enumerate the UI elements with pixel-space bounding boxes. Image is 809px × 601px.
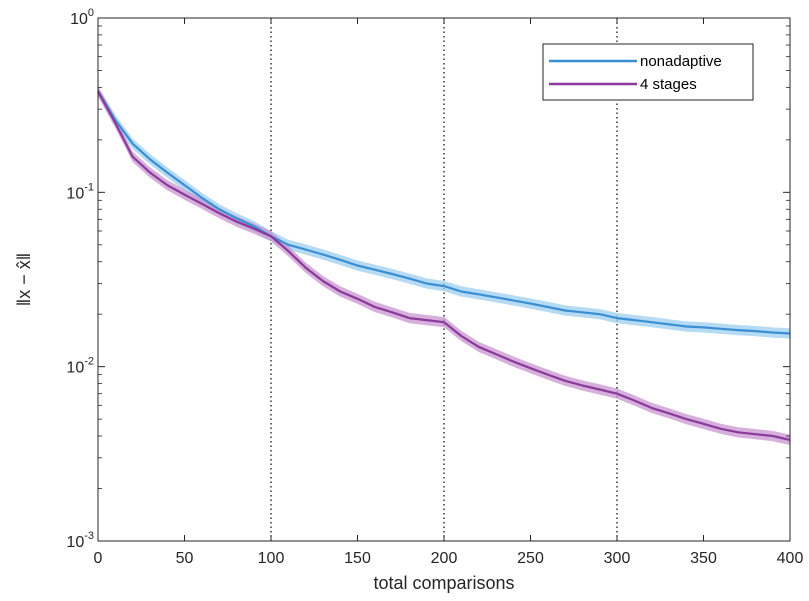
y-axis-label: ‖x − x̂‖ bbox=[14, 253, 34, 306]
y-tick-label: 100 bbox=[70, 7, 94, 28]
x-tick-label: 200 bbox=[431, 550, 458, 567]
y-tick-label: 10-3 bbox=[66, 530, 94, 551]
y-axis: 10-3 10-2 10-1 100 bbox=[66, 7, 790, 551]
x-tick-label: 150 bbox=[344, 550, 371, 567]
reference-lines bbox=[270, 18, 618, 541]
legend: nonadaptive 4 stages bbox=[542, 43, 754, 101]
x-tick-label: 0 bbox=[94, 550, 103, 567]
x-tick-label: 50 bbox=[176, 550, 194, 567]
confidence-bands bbox=[98, 86, 790, 445]
x-axis-label: total comparisons bbox=[373, 573, 514, 593]
x-tick-label: 300 bbox=[604, 550, 631, 567]
x-tick-label: 250 bbox=[517, 550, 544, 567]
legend-box bbox=[542, 43, 754, 101]
legend-label-1: 4 stages bbox=[640, 76, 697, 93]
series-band-0 bbox=[98, 86, 790, 339]
series-line-1 bbox=[97, 90, 791, 441]
y-tick-label: 10-2 bbox=[66, 356, 94, 377]
x-tick-label: 100 bbox=[258, 550, 285, 567]
x-axis: 0 50 100 150 200 250 300 350 400 bbox=[94, 18, 804, 567]
series-lines bbox=[97, 90, 791, 441]
legend-label-0: nonadaptive bbox=[640, 53, 722, 70]
y-tick-label: 10-1 bbox=[66, 181, 94, 202]
x-tick-label: 350 bbox=[690, 550, 717, 567]
x-tick-label: 400 bbox=[777, 550, 804, 567]
series-line-0 bbox=[97, 90, 791, 335]
